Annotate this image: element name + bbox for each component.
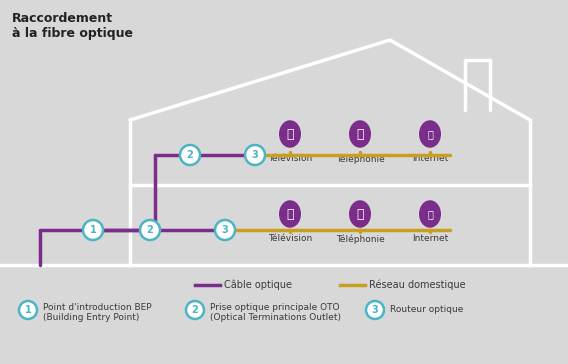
Text: Réseau domestique: Réseau domestique bbox=[369, 280, 466, 290]
Ellipse shape bbox=[349, 200, 371, 228]
Text: 3: 3 bbox=[252, 150, 258, 160]
Circle shape bbox=[215, 220, 235, 240]
Ellipse shape bbox=[279, 200, 301, 228]
Circle shape bbox=[19, 301, 37, 319]
Text: 1: 1 bbox=[90, 225, 97, 235]
Text: Internet: Internet bbox=[412, 234, 448, 243]
Text: 2: 2 bbox=[191, 305, 198, 315]
Text: Prise optique principale OTO
(Optical Terminations Outlet): Prise optique principale OTO (Optical Te… bbox=[210, 303, 341, 323]
Text: 1: 1 bbox=[24, 305, 31, 315]
Circle shape bbox=[366, 301, 384, 319]
Circle shape bbox=[140, 220, 160, 240]
Text: Téléphonie: Téléphonie bbox=[336, 234, 385, 244]
Text: 📞: 📞 bbox=[356, 207, 364, 221]
Text: Raccordement
à la fibre optique: Raccordement à la fibre optique bbox=[12, 12, 133, 40]
Text: Télévision: Télévision bbox=[268, 234, 312, 243]
Text: 🖥: 🖥 bbox=[286, 207, 294, 221]
Text: Câble optique: Câble optique bbox=[224, 280, 292, 290]
Ellipse shape bbox=[279, 120, 301, 148]
Circle shape bbox=[186, 301, 204, 319]
Ellipse shape bbox=[419, 120, 441, 148]
Text: 🖥: 🖥 bbox=[286, 127, 294, 141]
Text: 📞: 📞 bbox=[356, 127, 364, 141]
Text: 3: 3 bbox=[222, 225, 228, 235]
Text: 2: 2 bbox=[187, 150, 193, 160]
Text: 🖥: 🖥 bbox=[427, 129, 433, 139]
Text: 3: 3 bbox=[371, 305, 378, 315]
Text: Internet: Internet bbox=[412, 154, 448, 163]
Text: Téléphonie: Téléphonie bbox=[336, 154, 385, 163]
Text: 🖥: 🖥 bbox=[427, 209, 433, 219]
Circle shape bbox=[180, 145, 200, 165]
Text: Télévision: Télévision bbox=[268, 154, 312, 163]
Text: 2: 2 bbox=[147, 225, 153, 235]
Ellipse shape bbox=[419, 200, 441, 228]
Text: Routeur optique: Routeur optique bbox=[390, 305, 463, 314]
Ellipse shape bbox=[349, 120, 371, 148]
Text: Point d'introduction BEP
(Building Entry Point): Point d'introduction BEP (Building Entry… bbox=[43, 303, 152, 323]
Circle shape bbox=[245, 145, 265, 165]
Circle shape bbox=[83, 220, 103, 240]
